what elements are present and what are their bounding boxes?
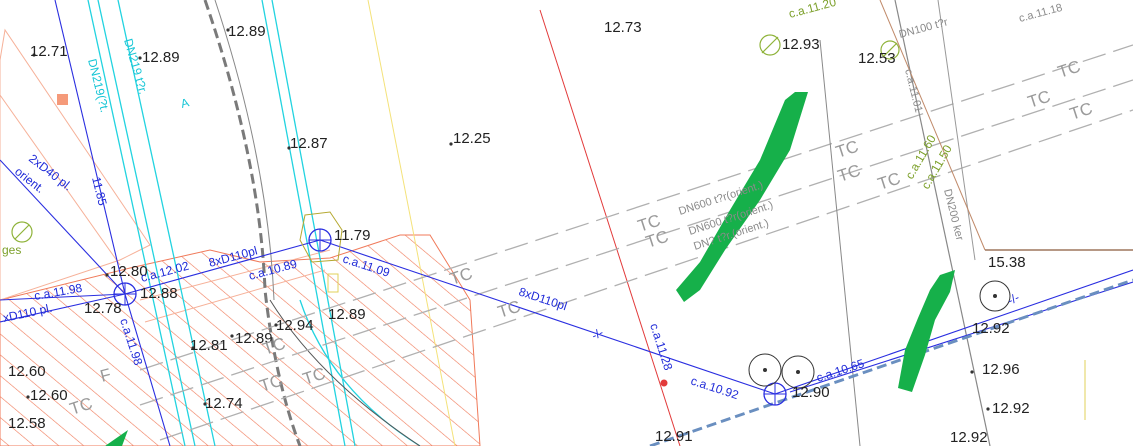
zone-label: A <box>179 95 190 111</box>
brown-line-1 <box>880 0 985 250</box>
spot-height: 12.74 <box>205 395 243 412</box>
spot-height: 12.71 <box>30 43 68 60</box>
tc-label: TC <box>835 161 862 186</box>
spot-height: 12.92 <box>950 429 988 446</box>
utility-label: c.a.11.20 <box>787 0 838 21</box>
spot-height: 12.81 <box>190 337 228 354</box>
spot-height: 12.96 <box>982 361 1020 378</box>
spot-height: 12.60 <box>8 363 46 380</box>
spot-height: 11.79 <box>334 227 370 244</box>
spot-height: 12.25 <box>453 130 491 147</box>
utility-labels: DN219 t?r. DN219(?t. DN600 t?r(orient.) … <box>2 0 1064 257</box>
spot-height: 12.89 <box>142 49 180 66</box>
spot-height: 12.91 <box>655 428 693 445</box>
spot-height: 12.90 <box>792 384 830 401</box>
spot-height: 12.78 <box>84 300 122 317</box>
spot-height: 12.60 <box>30 387 68 404</box>
spot-height: 12.94 <box>276 317 314 334</box>
red-dot <box>661 380 668 387</box>
spot-height: 12.93 <box>782 36 820 53</box>
spot-height: 12.87 <box>290 135 328 152</box>
utility-label: DN100 t?r <box>898 16 950 41</box>
utility-label: ges <box>2 243 21 257</box>
spot-height: 12.89 <box>328 306 366 323</box>
orange-square-marker <box>57 94 68 105</box>
utility-label: c.a.11.01 <box>902 68 924 114</box>
spot-height: 12.92 <box>992 400 1030 417</box>
utility-label: c.a.11.18 <box>1018 2 1064 25</box>
spot-height: 12.88 <box>140 285 178 302</box>
spot-height: 12.58 <box>8 415 46 432</box>
spot-height: 12.89 <box>228 23 266 40</box>
utility-label: DN219 t?r. <box>121 37 150 96</box>
tc-label: TC <box>1055 57 1082 82</box>
spot-height: 15.38 <box>988 254 1026 271</box>
flow-marker: -/- <box>1005 290 1021 307</box>
flow-marker: -/- <box>589 325 605 342</box>
pipe-label: c.a.10.92 <box>689 374 741 403</box>
tc-label: TC <box>833 137 860 162</box>
utility-label: DN219(?t. <box>85 57 112 113</box>
pipe-label: c.a.11.28 <box>647 322 675 373</box>
green-marker-2 <box>898 270 955 392</box>
tc-label: TC <box>1067 99 1094 124</box>
spot-height: 12.92 <box>972 320 1010 337</box>
spot-height: 12.73 <box>604 19 642 36</box>
tc-label: TC <box>1025 87 1052 112</box>
spot-height: 12.53 <box>858 50 896 67</box>
